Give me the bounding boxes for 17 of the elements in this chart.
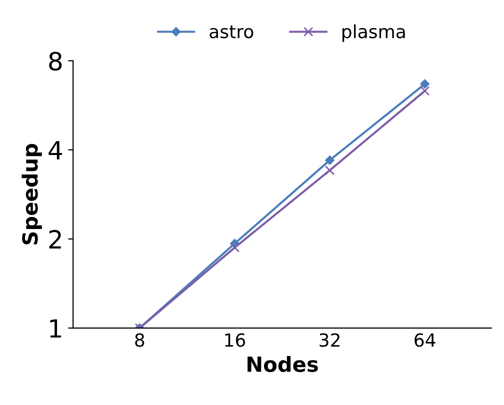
point bbox=[420, 79, 430, 89]
x-tick-label: 64 bbox=[414, 333, 436, 347]
y-tick-label: 8 bbox=[49, 52, 62, 71]
point bbox=[324, 166, 335, 176]
x-tick-label: 32 bbox=[320, 333, 340, 347]
y-tick-label: 2 bbox=[49, 230, 61, 248]
legend-label: plasma bbox=[342, 24, 405, 42]
legend-label: astro bbox=[210, 25, 254, 38]
x-tick-label: 8 bbox=[135, 333, 144, 347]
x-tick-label: 16 bbox=[225, 333, 246, 347]
point bbox=[420, 86, 430, 96]
y-tick-label: 4 bbox=[48, 141, 62, 160]
y-axis-title: Speedup bbox=[22, 144, 42, 244]
y-tick-label: 1 bbox=[50, 319, 62, 338]
point bbox=[230, 242, 240, 252]
point bbox=[325, 156, 334, 165]
x-axis-title: Nodes bbox=[248, 356, 318, 372]
